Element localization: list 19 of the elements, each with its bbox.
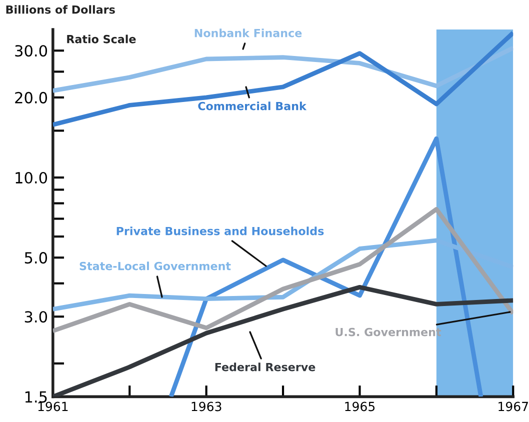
text: State-Local Government — [80, 262, 231, 270]
text: Federal Reserve — [215, 362, 316, 372]
y-tick-label: 5.0 — [24, 252, 48, 264]
x-tick-label: 1963 — [192, 402, 222, 412]
y-tick-label: 10.0 — [16, 172, 48, 184]
y-tick-label: 3.0 — [24, 311, 48, 323]
annotation: Ratio Scale — [67, 34, 136, 44]
text: Private Business and Households — [116, 226, 324, 236]
y-tick-label: 1.5 — [25, 391, 47, 403]
line-series — [52, 46, 514, 93]
series-label: Nonbank Finance — [194, 28, 302, 38]
x-tick-label: 1961 — [38, 402, 68, 412]
x-tick-label: 1965 — [345, 402, 375, 412]
series-label: Commercial Bank — [198, 102, 307, 110]
x-tick-label: 1967 — [498, 402, 528, 412]
line-series — [52, 30, 514, 127]
y-axis-title: Billions of Dollars — [6, 5, 115, 14]
y-tick-label: 20.0 — [15, 92, 48, 104]
y-tick-label: 30.0 — [15, 45, 48, 57]
